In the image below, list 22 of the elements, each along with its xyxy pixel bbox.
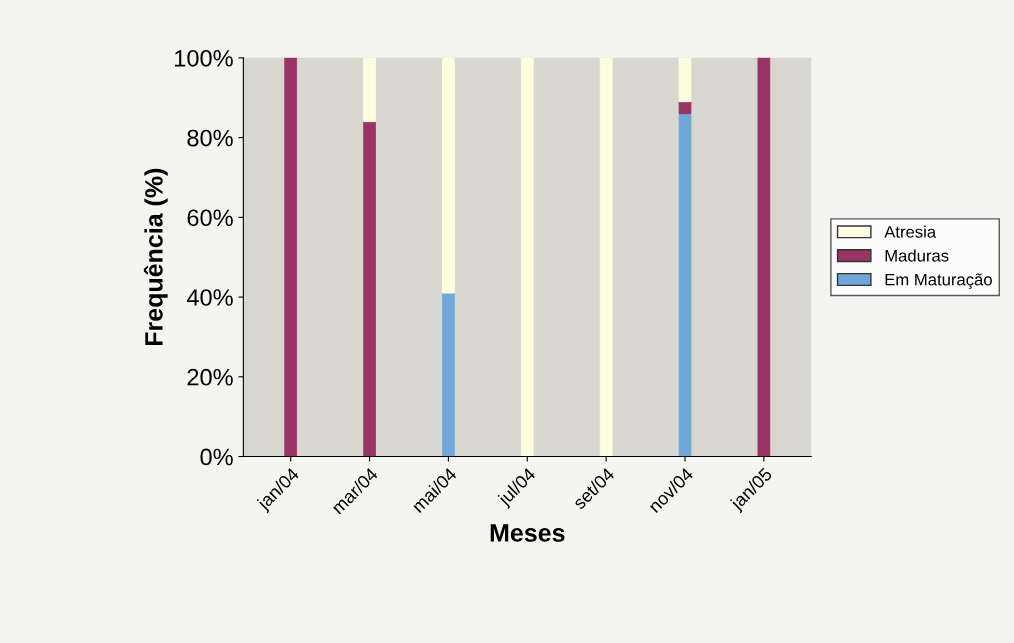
y-tick-label: 20% — [187, 368, 233, 386]
bar — [678, 113, 692, 457]
bar — [442, 292, 455, 457]
bar — [678, 101, 692, 115]
y-tick-label: 80% — [187, 129, 233, 147]
x-axis-title: Meses — [490, 524, 565, 542]
bar — [442, 57, 455, 294]
y-axis-title: Frequência (%) — [143, 168, 168, 346]
bar — [678, 57, 692, 103]
y-tick-label: 40% — [186, 289, 233, 306]
bar — [520, 57, 534, 457]
bar — [757, 57, 771, 457]
bar — [284, 57, 298, 457]
legend-label: Maduras — [885, 249, 949, 262]
y-tick-label: 0% — [200, 448, 233, 466]
y-tick-label: 100% — [175, 49, 233, 67]
bar — [599, 57, 613, 457]
bar — [363, 57, 376, 123]
legend-label: Atresia — [884, 225, 937, 238]
bar — [363, 121, 376, 457]
legend-label: Em Maturação — [885, 273, 992, 289]
y-tick-label: 60% — [187, 209, 233, 227]
